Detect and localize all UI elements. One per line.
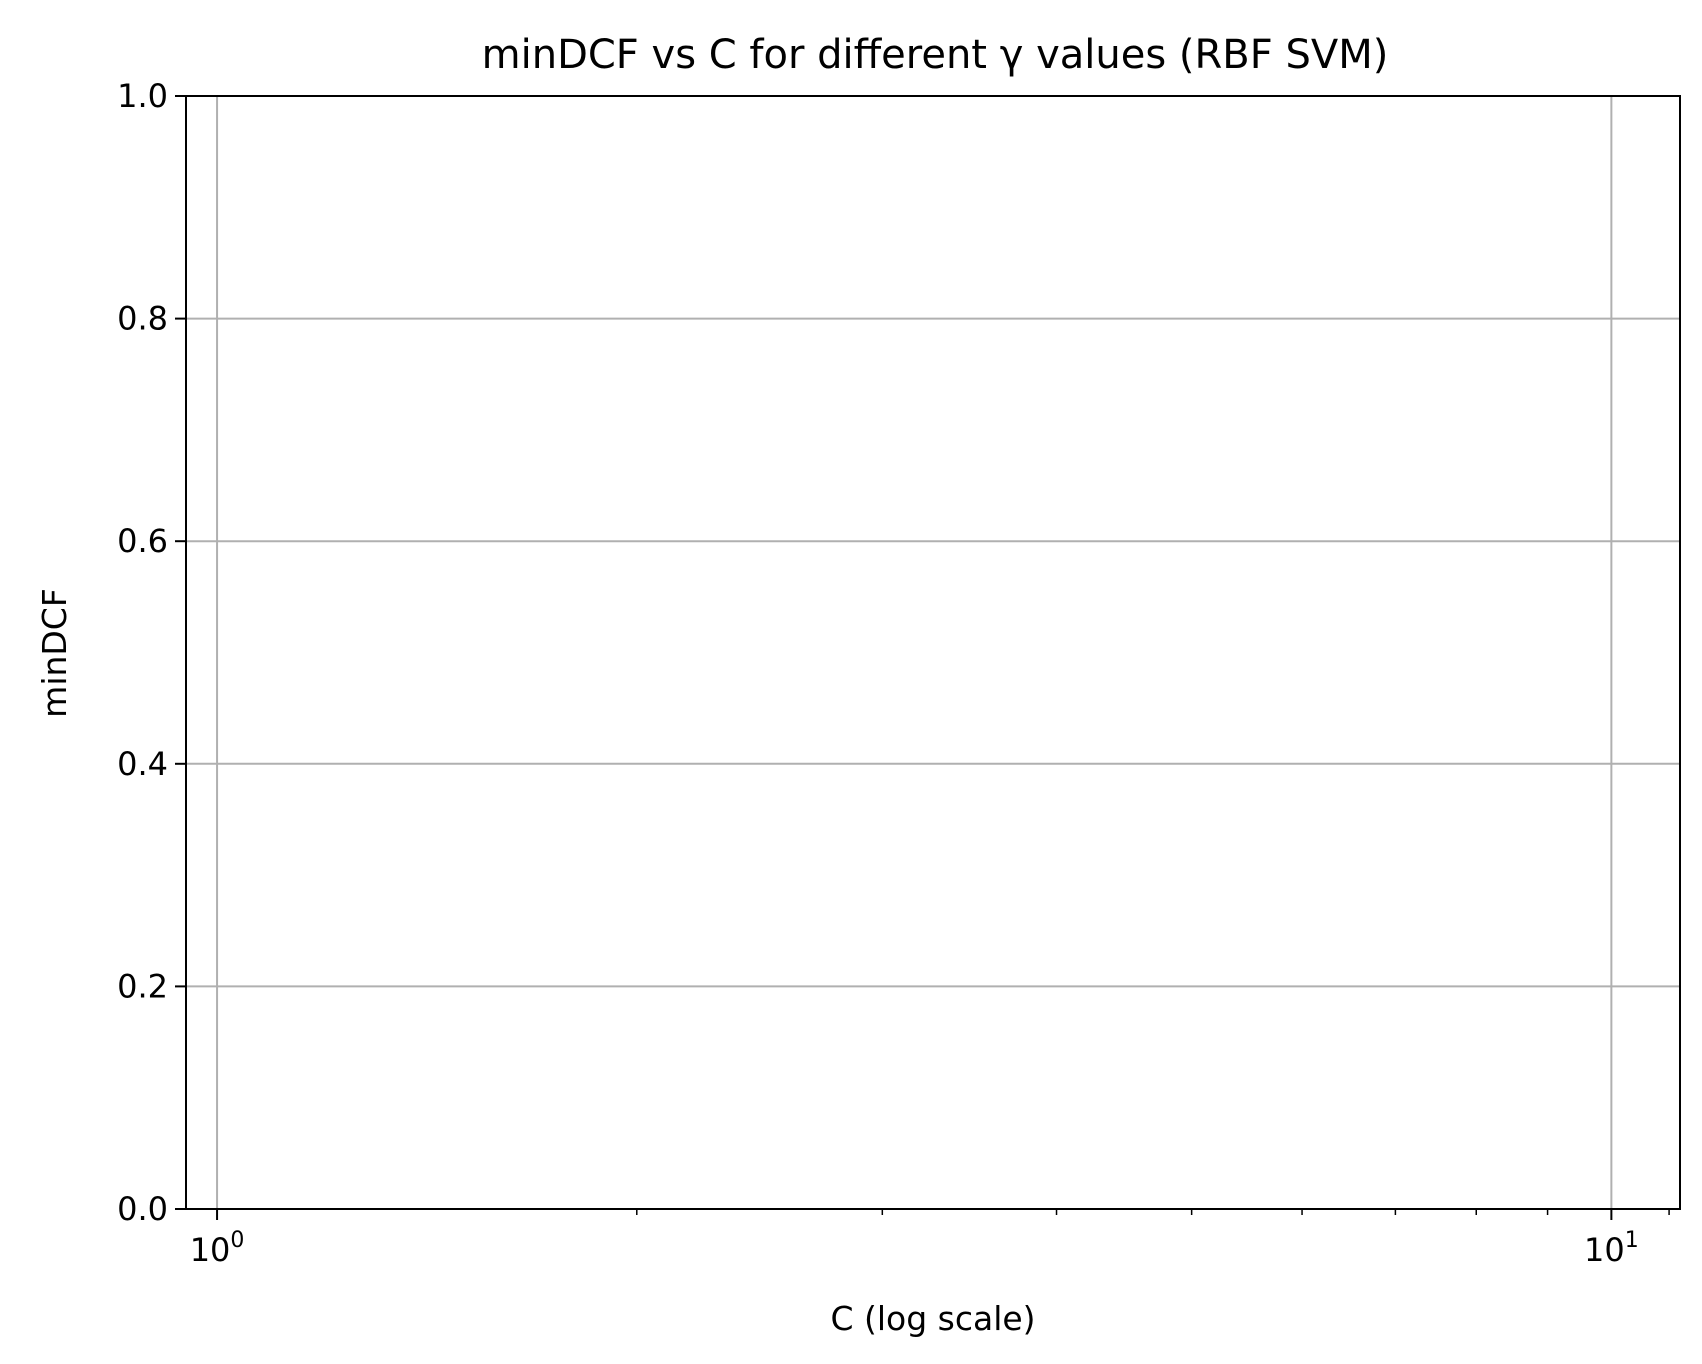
y-axis-label: minDCF xyxy=(35,588,74,718)
y-tick-label: 0.2 xyxy=(117,967,168,1005)
x-axis: 100 101 xyxy=(190,1209,1670,1269)
x-tick-label-exponent: 0 xyxy=(230,1228,244,1253)
plot-area xyxy=(185,95,1681,1210)
x-tick-label: 101 xyxy=(1584,1228,1639,1269)
y-tick-label: 0.4 xyxy=(117,745,168,783)
x-tick-label-base: 10 xyxy=(1584,1231,1625,1269)
x-tick-label-exponent: 1 xyxy=(1625,1228,1639,1253)
plot-background xyxy=(186,96,1680,1209)
y-tick-label: 1.0 xyxy=(117,77,168,115)
plot-frame xyxy=(185,95,1681,1210)
x-axis-label: C (log scale) xyxy=(830,1299,1035,1338)
chart-title: minDCF vs C for different γ values (RBF … xyxy=(482,32,1389,78)
y-tick-label: 0.8 xyxy=(117,300,168,338)
x-tick-label: 100 xyxy=(190,1228,245,1269)
y-axis: 0.0 0.2 0.4 0.6 0.8 1.0 xyxy=(117,77,186,1228)
y-tick-label: 0.6 xyxy=(117,522,168,560)
y-tick-label: 0.0 xyxy=(117,1190,168,1228)
x-tick-label-base: 10 xyxy=(190,1231,231,1269)
